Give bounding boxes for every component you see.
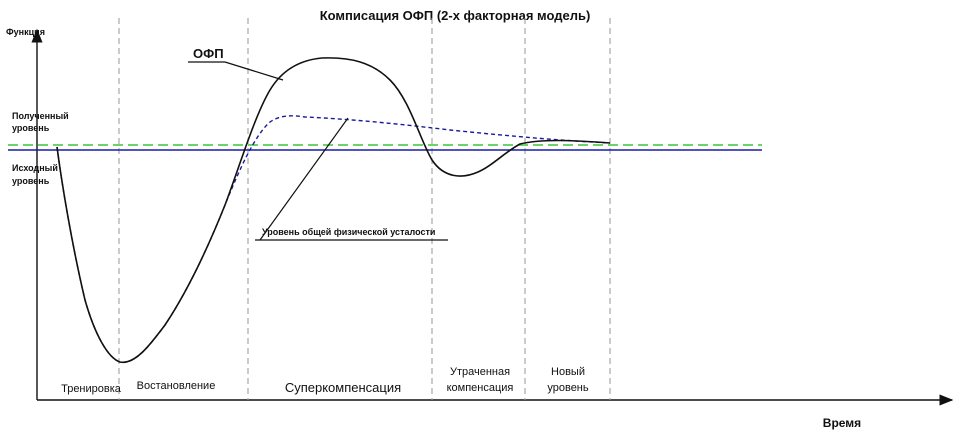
phase-dividers	[118, 18, 611, 400]
phase-new-label-2: уровень	[547, 382, 589, 394]
x-axis-label: Время	[823, 416, 861, 430]
fatigue-curve-label: Уровень общей физической усталости	[262, 227, 435, 237]
obtained-level-label-1: Полученный	[12, 111, 69, 121]
phase-supercompensation-label: Суперкомпенсация	[285, 380, 401, 395]
obtained-level-label-2: уровень	[12, 123, 50, 133]
ofp-curve	[56, 57, 611, 363]
phase-lost-label-2: компенсация	[447, 382, 514, 394]
fatigue-label-leader	[259, 117, 349, 241]
ofp-curve-label: ОФП	[193, 46, 224, 61]
y-axis-label: Функция	[6, 27, 45, 37]
fatigue-curve	[56, 115, 611, 363]
phase-lost-label-1: Утраченная	[450, 366, 510, 378]
initial-level-label-2: уровень	[12, 176, 50, 186]
phase-new-label-1: Новый	[551, 366, 585, 378]
initial-level-label-1: Исходный	[12, 163, 58, 173]
phase-training-label: Тренировка	[61, 383, 122, 395]
ofp-label-leader	[224, 61, 284, 81]
chart-title: Комписация ОФП (2-х факторная модель)	[320, 8, 591, 23]
phase-recovery-label: Востановление	[137, 380, 216, 392]
